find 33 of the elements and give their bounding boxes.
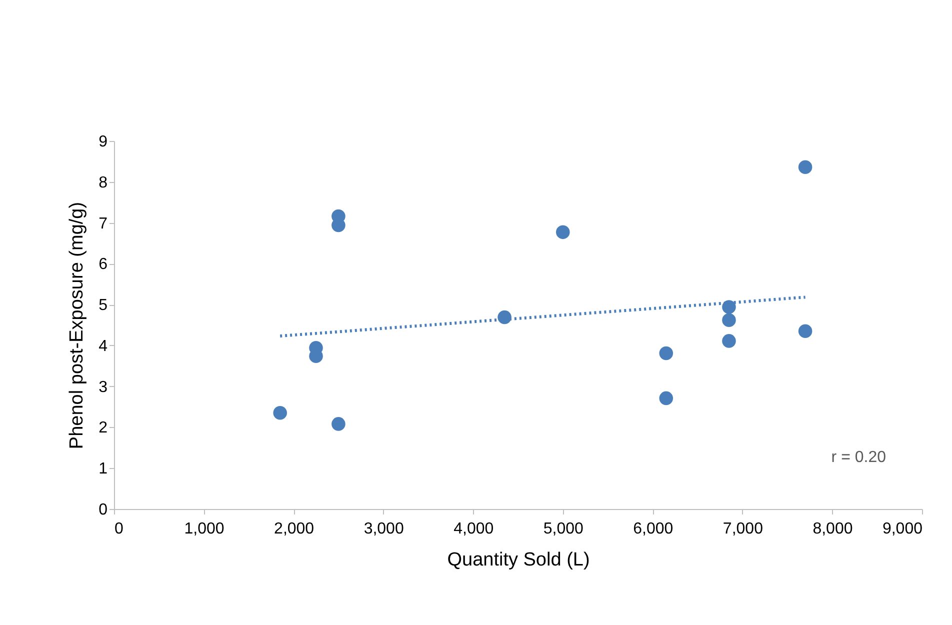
x-tick-label: 6,000 [633, 520, 674, 538]
x-tick-label: 3,000 [364, 520, 404, 538]
x-tick-label: 4,000 [454, 520, 494, 538]
annotation: r = 0.20 [831, 449, 886, 466]
y-axis-title: Phenol post-Exposure (mg/g) [66, 202, 88, 450]
x-tick-label: 0 [114, 520, 124, 538]
y-tick-label: 1 [98, 460, 108, 478]
point [798, 324, 812, 338]
point [273, 406, 287, 420]
x-tick-label: 2,000 [274, 520, 314, 538]
y-tick-label: 7 [98, 215, 108, 232]
x-tick-label: 7,000 [722, 520, 764, 538]
y-tick-label: 0 [98, 502, 108, 518]
point [722, 334, 736, 348]
point [722, 313, 736, 327]
y-tick-label: 9 [98, 134, 108, 150]
x-tick-label: 8,000 [812, 520, 853, 538]
point [798, 160, 812, 174]
y-tick-label: 6 [98, 256, 108, 274]
point [659, 391, 674, 406]
x-tick-label: 9,000 [882, 520, 923, 538]
point [332, 417, 346, 431]
point [722, 300, 736, 314]
x-axis-title: Quantity Sold (L) [447, 550, 590, 570]
point [556, 225, 570, 240]
x-tick-label: 5,000 [543, 520, 584, 538]
y-tick-label: 3 [98, 378, 108, 396]
y-tick-label: 5 [98, 297, 108, 314]
y-tick-label: 8 [98, 174, 108, 192]
y-tick-label: 2 [98, 420, 108, 437]
point [659, 346, 674, 360]
y-tick-label: 4 [98, 338, 108, 355]
x-tick-label: 1,000 [184, 520, 224, 538]
